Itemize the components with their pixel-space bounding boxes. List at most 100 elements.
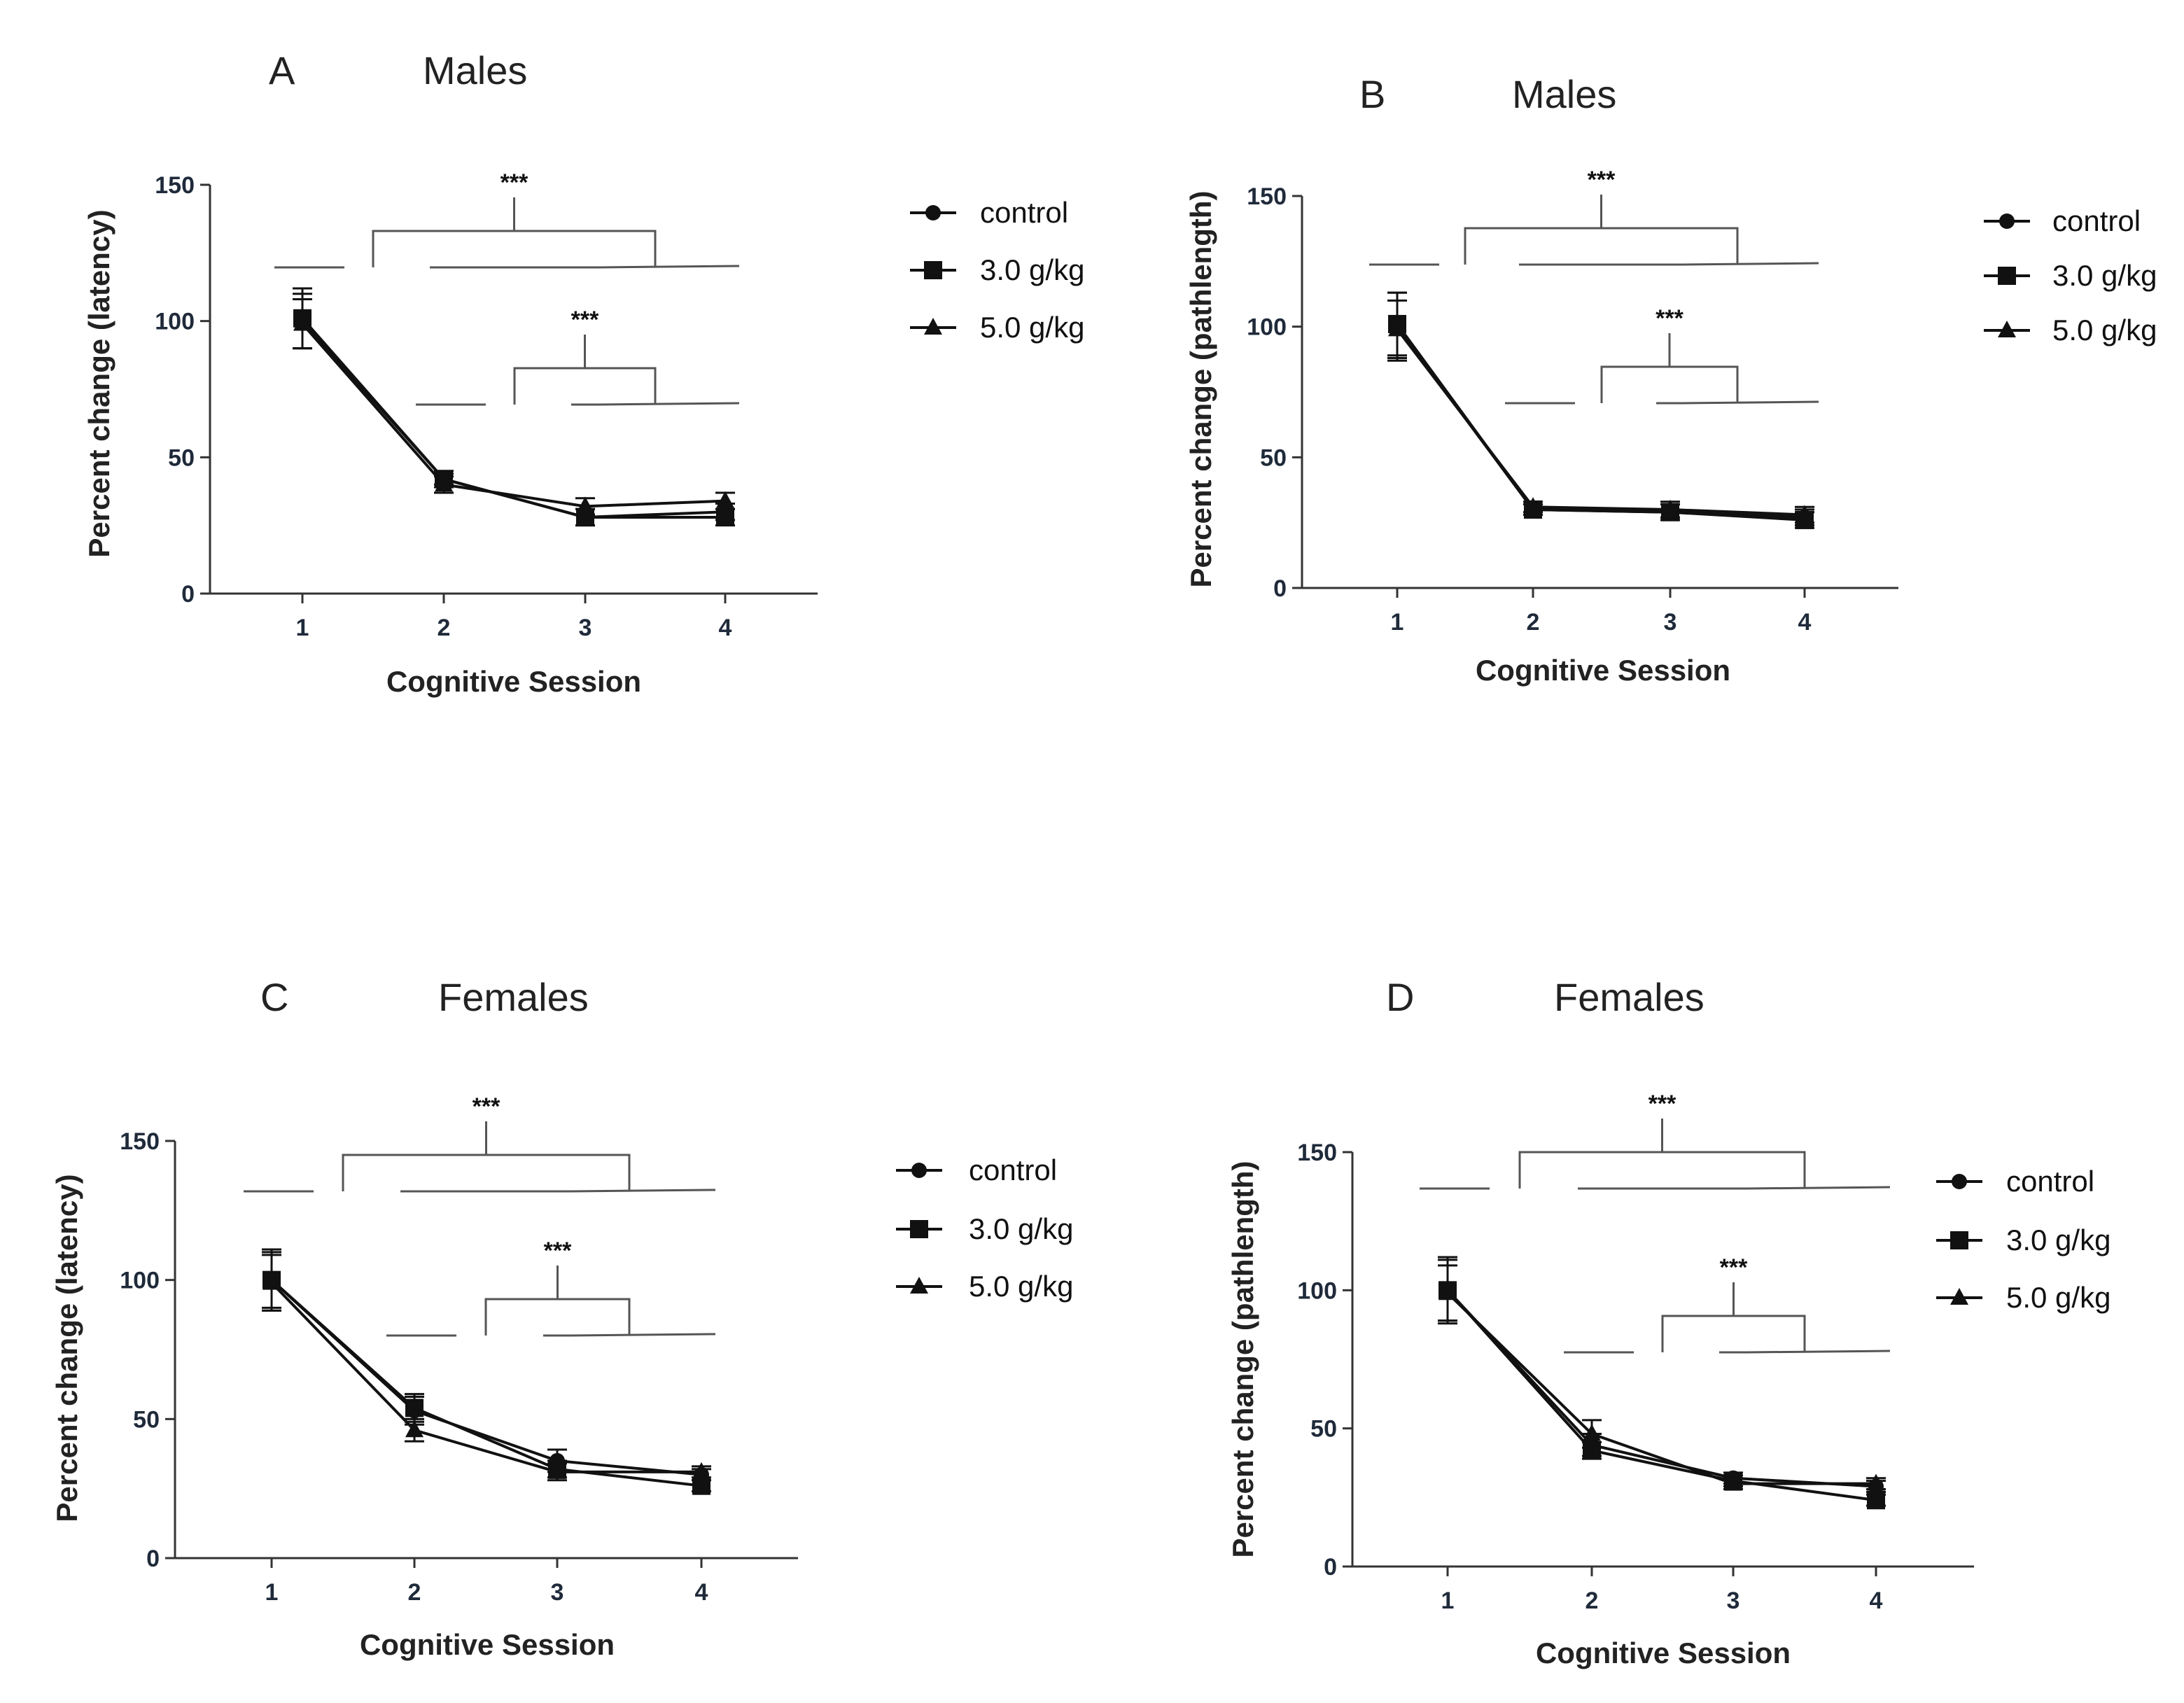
legend-label: 3.0 g/kg xyxy=(980,253,1084,286)
y-tick-label: 100 xyxy=(120,1268,160,1294)
legend-item-control: control xyxy=(910,196,1068,229)
data-point xyxy=(1867,1491,1885,1510)
y-tick-label: 50 xyxy=(1260,444,1287,471)
data-point xyxy=(692,1462,710,1479)
data-point xyxy=(576,496,594,514)
chart-panel-c: C Females Cognitive Session Percent chan… xyxy=(50,975,1073,1661)
data-point xyxy=(692,1476,710,1495)
y-tick-label: 150 xyxy=(1247,183,1287,210)
panel-label: A xyxy=(269,48,295,92)
legend-label: control xyxy=(969,1154,1057,1186)
x-tick-label: 2 xyxy=(1586,1588,1599,1614)
data-point xyxy=(1438,1283,1457,1301)
circle-marker-icon xyxy=(1952,1174,1967,1189)
bracket-base-right xyxy=(1746,1350,1891,1354)
panel-title: Females xyxy=(438,975,589,1019)
plot-area: 0 50 100 150 1 2 3 4 *** *** xyxy=(1297,1091,1974,1614)
significance-label: *** xyxy=(1588,167,1616,193)
x-tick-label: 4 xyxy=(719,615,732,641)
significance-label: *** xyxy=(544,1238,572,1264)
significance-bracket: *** xyxy=(1369,167,1819,266)
chart-panel-a: A Males Cognitive Session Percent change… xyxy=(83,48,1084,698)
significance-label: *** xyxy=(472,1093,500,1120)
square-marker-icon xyxy=(1998,267,2016,285)
triangle-marker-icon xyxy=(924,318,942,335)
y-tick-label: 150 xyxy=(120,1128,160,1155)
x-axis-title: Cognitive Session xyxy=(386,665,641,698)
legend-item-3g: 3.0 g/kg xyxy=(910,253,1084,286)
legend-item-5g: 5.0 g/kg xyxy=(1984,314,2157,346)
data-point xyxy=(1867,1473,1885,1491)
y-axis-title: Percent change (pathlength) xyxy=(1226,1161,1259,1557)
data-point xyxy=(1524,497,1542,514)
panel-title: Males xyxy=(423,48,527,92)
x-axis-title: Cognitive Session xyxy=(1536,1637,1791,1669)
legend-item-5g: 5.0 g/kg xyxy=(1936,1281,2110,1314)
circle-marker-icon xyxy=(1999,213,2015,229)
significance-bracket: *** xyxy=(416,307,740,406)
square-marker-icon xyxy=(924,261,942,279)
significance-label: *** xyxy=(1720,1254,1748,1281)
legend-item-5g: 5.0 g/kg xyxy=(910,311,1084,344)
x-tick-label: 3 xyxy=(1664,609,1677,636)
square-marker-icon xyxy=(1950,1231,1968,1249)
y-tick-label: 50 xyxy=(1310,1416,1337,1443)
y-tick-label: 100 xyxy=(1297,1277,1337,1304)
circle-marker-icon xyxy=(911,1163,927,1178)
y-tick-label: 0 xyxy=(146,1546,160,1572)
x-tick-label: 2 xyxy=(1527,609,1540,636)
y-tick-label: 100 xyxy=(155,309,195,335)
significance-label: *** xyxy=(571,307,599,333)
y-tick-label: 0 xyxy=(1273,575,1287,602)
panel-label: C xyxy=(260,975,288,1019)
panel-label: D xyxy=(1386,975,1414,1019)
significance-bracket: *** xyxy=(386,1238,716,1337)
data-point xyxy=(293,314,312,331)
series-triangle xyxy=(293,298,735,516)
triangle-marker-icon xyxy=(910,1277,928,1294)
x-tick-label: 3 xyxy=(1727,1588,1740,1614)
series-line xyxy=(301,317,725,519)
bracket-base-right xyxy=(1684,400,1819,405)
data-point xyxy=(716,507,734,526)
x-tick-label: 2 xyxy=(408,1579,421,1606)
y-axis-title: Percent change (latency) xyxy=(50,1174,83,1522)
legend-label: 3.0 g/kg xyxy=(2052,259,2157,292)
panel-title: Females xyxy=(1554,975,1704,1019)
x-tick-label: 1 xyxy=(1391,609,1404,636)
x-axis-title: Cognitive Session xyxy=(360,1628,615,1661)
series-line xyxy=(1446,1291,1876,1485)
circle-marker-icon xyxy=(925,205,941,220)
significance-label: *** xyxy=(1648,1091,1676,1117)
series-line xyxy=(1396,328,1805,517)
x-tick-label: 1 xyxy=(265,1579,279,1606)
series-triangle xyxy=(1387,299,1814,524)
data-point xyxy=(1795,505,1814,522)
significance-label: *** xyxy=(1656,305,1684,332)
data-point xyxy=(1661,500,1679,517)
series-line xyxy=(301,323,726,508)
legend-item-control: control xyxy=(896,1154,1057,1186)
legend-label: 5.0 g/kg xyxy=(980,311,1084,344)
data-point xyxy=(262,1273,281,1290)
x-tick-label: 4 xyxy=(695,1579,708,1606)
y-tick-label: 0 xyxy=(1324,1554,1337,1581)
legend-label: control xyxy=(980,196,1068,229)
x-tick-label: 2 xyxy=(438,615,451,641)
legend-label: control xyxy=(2006,1165,2094,1198)
legend-item-3g: 3.0 g/kg xyxy=(1936,1224,2110,1256)
legend-label: 5.0 g/kg xyxy=(2052,314,2157,346)
significance-bracket: *** xyxy=(1564,1254,1891,1354)
y-axis-title: Percent change (pathlength) xyxy=(1184,190,1217,587)
data-point xyxy=(405,1420,424,1438)
x-tick-label: 4 xyxy=(1870,1588,1883,1614)
significance-bracket: *** xyxy=(1420,1091,1891,1190)
y-tick-label: 0 xyxy=(181,581,195,608)
y-tick-label: 50 xyxy=(133,1406,160,1433)
bracket-base-right xyxy=(570,1189,716,1193)
series-line xyxy=(1446,1289,1877,1502)
bracket-base-right xyxy=(598,402,740,406)
x-tick-label: 1 xyxy=(1441,1588,1455,1614)
